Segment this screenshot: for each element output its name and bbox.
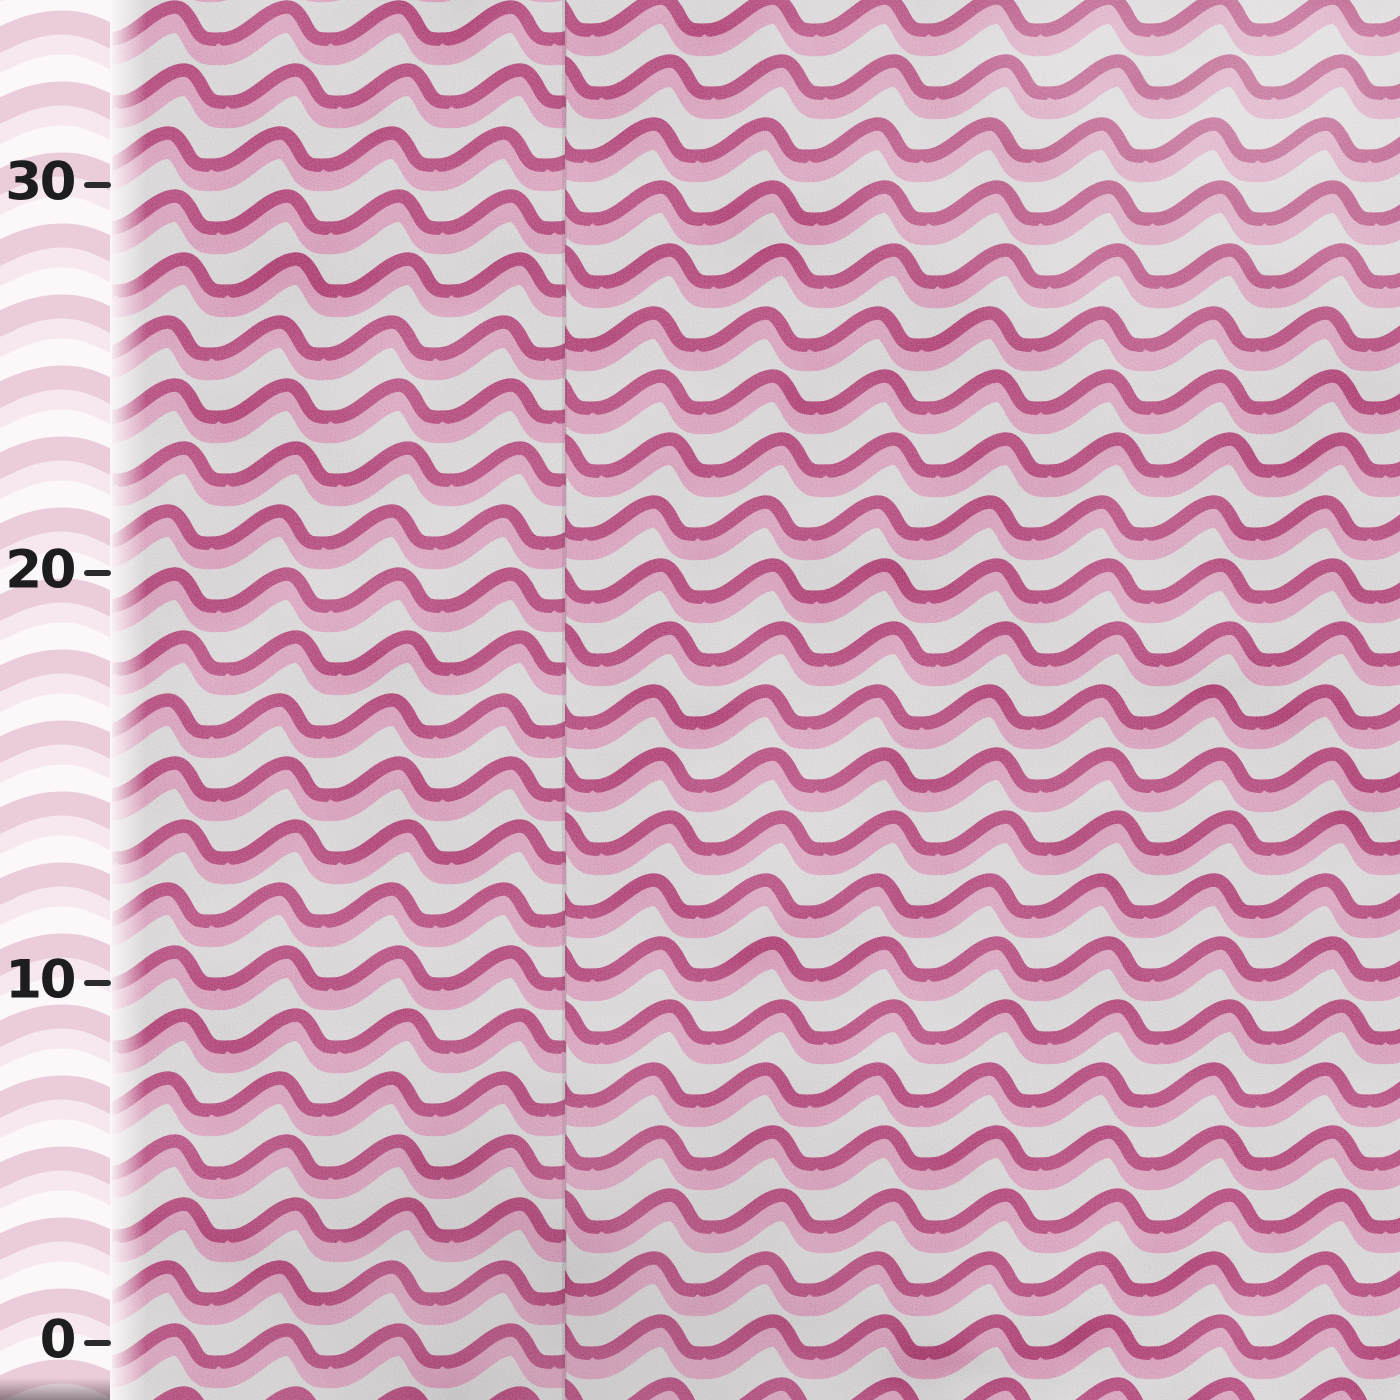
sidebar-wave-field [0,0,112,1400]
ruler-tick-10 [84,980,111,986]
ruler-scale: 30 20 10 0 [0,0,150,1400]
ruler-tick-20 [84,570,111,576]
ruler-label-10: 10 [5,949,76,1011]
ruler-background-pattern [0,0,112,1400]
ruler-sidebar [0,0,112,1400]
ruler-label-0: 0 [39,1309,77,1371]
ruler-tick-0 [84,1340,111,1346]
ruler-tick-30 [84,182,111,188]
bottom-corner-shadow [0,1378,110,1400]
ruler-label-20: 20 [5,539,76,601]
ruler-label-30: 30 [5,151,76,213]
sidebar-fade-edge [110,0,146,1400]
